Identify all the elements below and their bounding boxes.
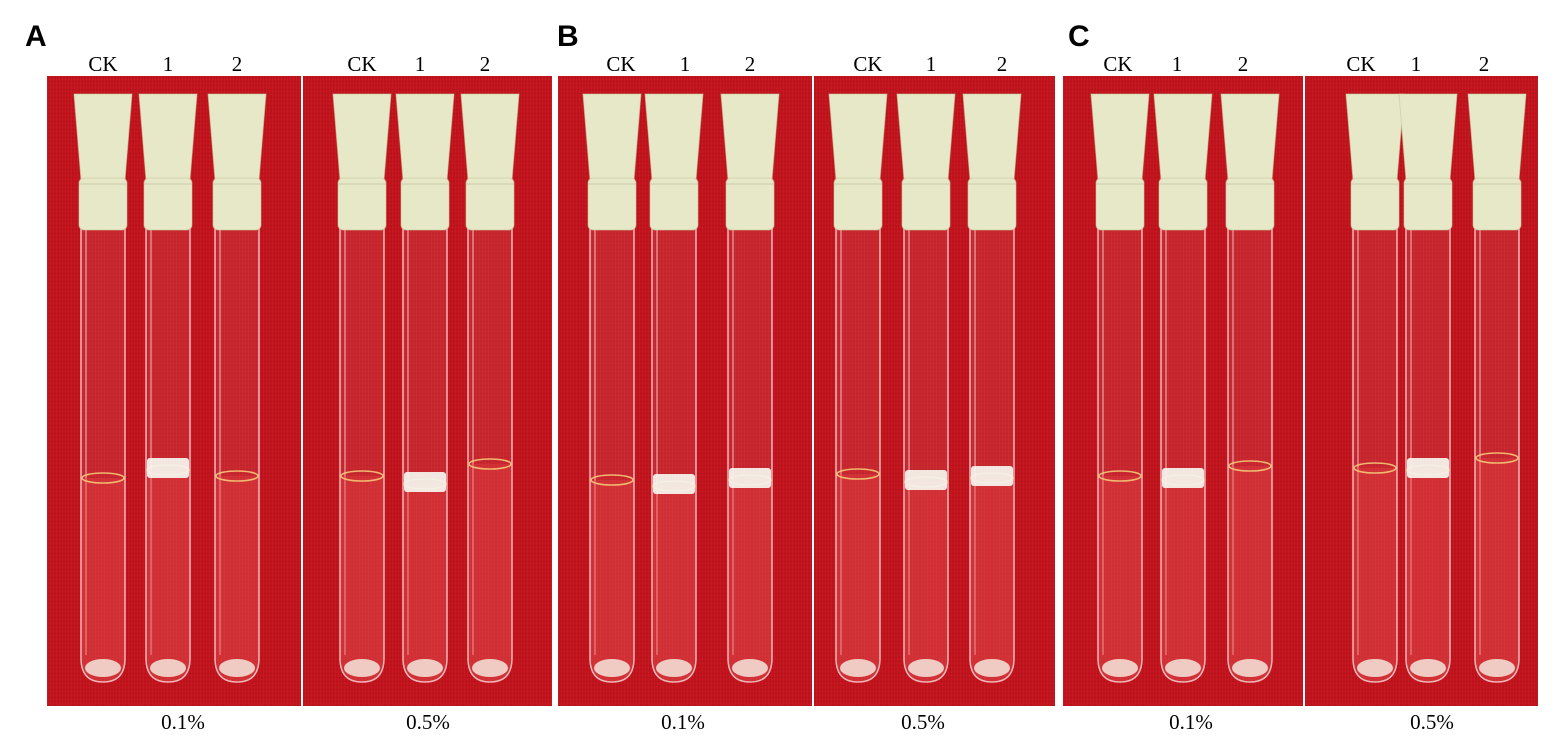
test-tube-c2-1 [1397, 80, 1459, 700]
tube-label-b2-2: 2 [996, 52, 1008, 76]
divider-c [1303, 76, 1305, 706]
test-tube-a1-2 [206, 80, 268, 700]
concentration-label-a1: 0.1% [161, 710, 205, 734]
tube-label-b1-2: 2 [744, 52, 756, 76]
concentration-label-b1: 0.1% [661, 710, 705, 734]
concentration-label-c1: 0.1% [1169, 710, 1213, 734]
tube-label-c2-2: 2 [1478, 52, 1490, 76]
tube-label-c2-ck: CK [1346, 52, 1376, 76]
tube-label-a1-1: 1 [162, 52, 174, 76]
divider-a [301, 76, 303, 706]
tube-label-a2-ck: CK [347, 52, 377, 76]
tube-label-b2-1: 1 [925, 52, 937, 76]
panel-label-b: B [557, 20, 579, 53]
test-tube-a1-1 [137, 80, 199, 700]
concentration-label-c2: 0.5% [1410, 710, 1454, 734]
test-tube-a2-1 [394, 80, 456, 700]
test-tube-b1-ck [581, 80, 643, 700]
test-tube-b1-1 [643, 80, 705, 700]
tube-label-c2-1: 1 [1410, 52, 1422, 76]
panel-label-a: A [25, 20, 47, 53]
panel-label-c: C [1068, 20, 1090, 53]
test-tube-a2-ck [331, 80, 393, 700]
concentration-label-b2: 0.5% [901, 710, 945, 734]
test-tube-c2-ck [1344, 80, 1406, 700]
test-tube-b2-2 [961, 80, 1023, 700]
tube-label-c1-ck: CK [1103, 52, 1133, 76]
tube-label-b1-1: 1 [679, 52, 691, 76]
tube-label-a2-2: 2 [479, 52, 491, 76]
tube-label-b2-ck: CK [853, 52, 883, 76]
test-tube-b2-ck [827, 80, 889, 700]
tube-label-a2-1: 1 [414, 52, 426, 76]
tube-label-c1-1: 1 [1171, 52, 1183, 76]
test-tube-a1-ck [72, 80, 134, 700]
test-tube-a2-2 [459, 80, 521, 700]
concentration-label-a2: 0.5% [406, 710, 450, 734]
test-tube-c1-ck [1089, 80, 1151, 700]
test-tube-b2-1 [895, 80, 957, 700]
test-tube-c1-2 [1219, 80, 1281, 700]
tube-label-b1-ck: CK [606, 52, 636, 76]
tube-label-a1-ck: CK [88, 52, 118, 76]
tube-label-a1-2: 2 [231, 52, 243, 76]
test-tube-c1-1 [1152, 80, 1214, 700]
tube-label-c1-2: 2 [1237, 52, 1249, 76]
divider-b [812, 76, 814, 706]
test-tube-c2-2 [1466, 80, 1528, 700]
test-tube-b1-2 [719, 80, 781, 700]
